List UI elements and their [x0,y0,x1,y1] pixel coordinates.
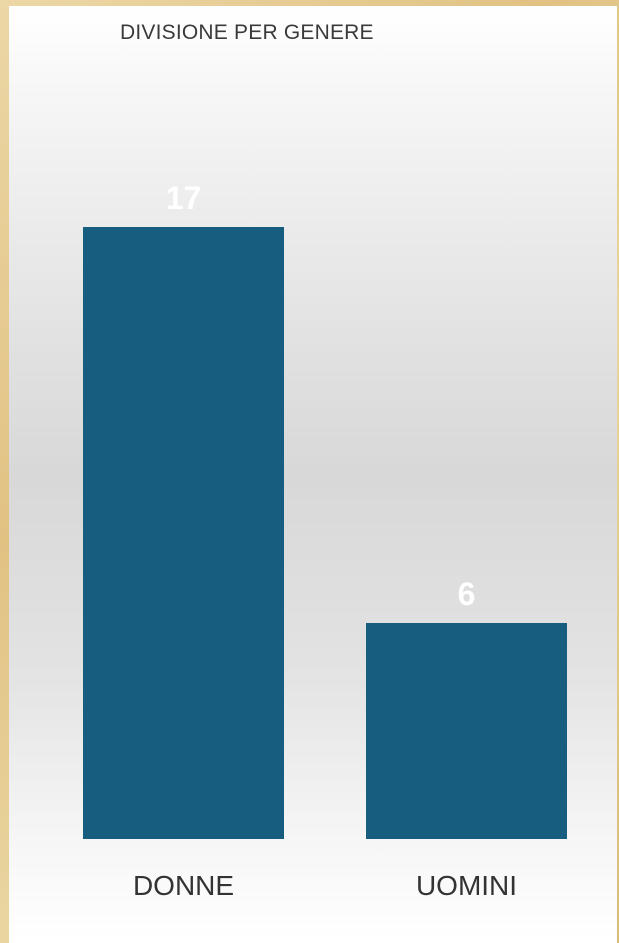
bar-uomini [366,623,567,839]
data-label-donne: 17 [166,180,202,216]
bar-donne [83,227,284,839]
chart-title: DIVISIONE PER GENERE [120,21,374,44]
category-label-donne: DONNE [133,870,234,901]
data-label-uomini: 6 [458,576,476,612]
category-label-uomini: UOMINI [416,870,517,901]
